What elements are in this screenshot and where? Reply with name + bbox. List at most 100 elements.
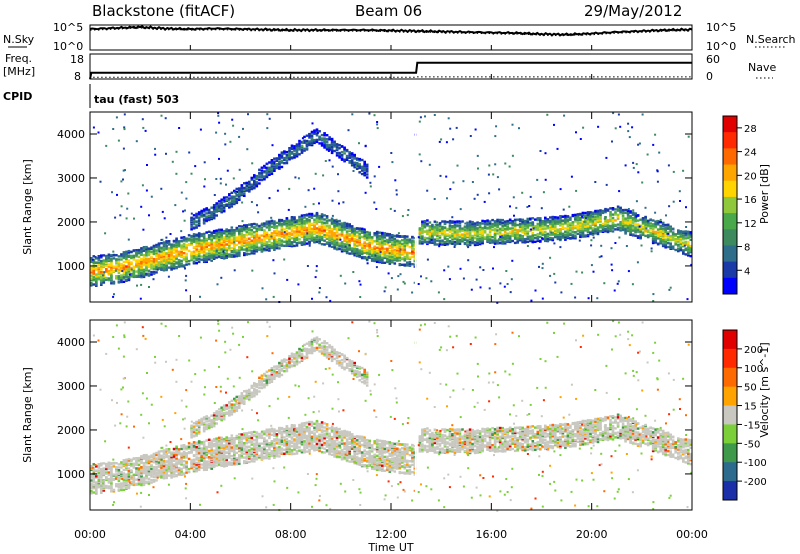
power-cell [363, 160, 366, 164]
power-cell [278, 162, 281, 165]
power-cell [123, 113, 126, 116]
power-cell [513, 228, 517, 231]
power-cell [481, 238, 484, 241]
power-cell [579, 216, 582, 219]
power-cell [596, 211, 600, 214]
power-cell [231, 118, 234, 121]
power-cell [233, 241, 236, 244]
power-cell [95, 261, 98, 264]
colorbar-tick-label: 20 [744, 171, 757, 182]
power-cell [210, 259, 213, 262]
power-cell [325, 144, 329, 147]
power-cell [270, 245, 274, 248]
power-cell [290, 242, 294, 246]
power-cell [526, 240, 530, 243]
power-cell [328, 138, 331, 141]
power-cell [689, 249, 693, 253]
velocity-cell [92, 485, 96, 489]
power-cell [549, 236, 552, 240]
power-cell [172, 263, 176, 266]
power-cell [403, 239, 407, 243]
power-cell [626, 218, 630, 221]
power-cell [482, 269, 485, 271]
power-cell [396, 243, 399, 246]
power-cell [285, 226, 289, 230]
power-cell [456, 236, 459, 239]
power-cell [599, 229, 602, 233]
power-cell [466, 234, 469, 238]
power-cell [483, 229, 487, 232]
power-cell [172, 247, 176, 250]
power-cell [278, 230, 281, 233]
power-cell [339, 238, 342, 241]
velocity-cell [107, 461, 111, 464]
power-cell [566, 232, 570, 235]
power-cell [391, 261, 394, 264]
power-cell [436, 243, 439, 246]
power-cell [360, 231, 364, 234]
power-cell [599, 225, 602, 229]
power-cell [294, 221, 297, 224]
power-cell [280, 235, 284, 238]
power-cell [345, 158, 349, 161]
power-cell [481, 242, 484, 245]
velocity-cell [100, 483, 103, 486]
power-cell [140, 253, 143, 256]
power-cell [265, 173, 269, 176]
power-cell [182, 264, 186, 267]
power-cell [683, 244, 686, 247]
power-cell [381, 241, 384, 244]
y-tick-label: 2000 [57, 216, 85, 229]
power-cell [574, 225, 577, 228]
power-cell [270, 237, 274, 240]
power-cell [150, 256, 153, 259]
power-cell [105, 278, 108, 281]
power-cell [190, 234, 193, 238]
power-cell [245, 249, 249, 252]
power-cell [228, 248, 231, 251]
power-cell [140, 283, 143, 286]
power-cell [288, 236, 291, 239]
power-cell [125, 265, 128, 268]
power-cell [207, 241, 211, 245]
power-cell [399, 273, 402, 276]
power-cell [318, 228, 321, 231]
power-cell [526, 230, 530, 233]
power-cell [217, 112, 220, 115]
power-cell [521, 234, 524, 238]
power-cell [210, 206, 213, 209]
power-cell [253, 244, 256, 247]
power-cell [222, 248, 226, 252]
power-cell [192, 239, 196, 242]
power-cell [258, 234, 261, 237]
power-cell [157, 264, 161, 267]
power-cell [122, 277, 126, 280]
power-cell [363, 250, 366, 253]
power-cell [124, 169, 126, 172]
power-cell [388, 256, 392, 260]
power-cell [437, 291, 440, 294]
power-cell [275, 238, 279, 241]
power-cell [666, 231, 670, 234]
power-cell [546, 237, 550, 241]
power-cell [403, 235, 407, 238]
power-cell [340, 223, 344, 227]
velocity-cell [100, 464, 103, 467]
power-cell [358, 163, 361, 166]
power-cell [468, 220, 472, 223]
power-cell [160, 250, 163, 253]
power-cell [606, 208, 610, 211]
power-cell [561, 219, 564, 222]
power-cell [431, 232, 434, 235]
power-cell [375, 236, 379, 239]
power-cell [123, 128, 126, 131]
power-cell [303, 235, 306, 239]
power-cell [238, 234, 241, 238]
power-cell [210, 248, 213, 251]
power-cell [431, 223, 434, 227]
power-cell [375, 251, 379, 255]
power-cell [255, 176, 259, 179]
power-cell [350, 237, 354, 240]
power-cell [250, 223, 254, 226]
power-cell [318, 142, 321, 145]
